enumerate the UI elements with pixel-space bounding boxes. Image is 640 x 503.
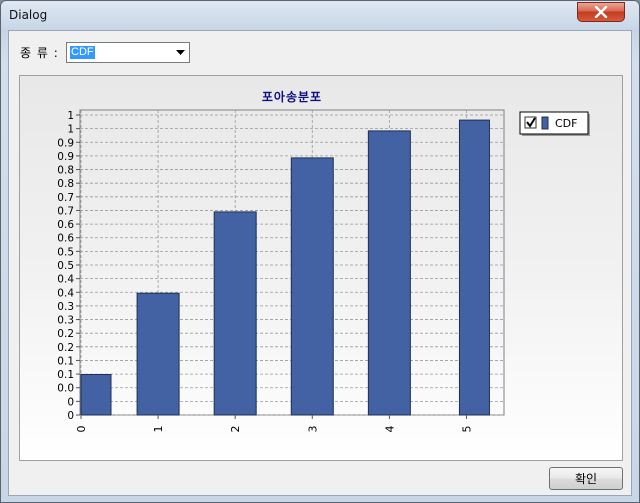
x-tick-label: 2 xyxy=(229,426,242,433)
y-tick-label: 0 xyxy=(67,396,74,408)
dialog-client-area: 종 류 : CDF 포아송분포 0 0 0.0 0.1 0.1 0.2 0.2 0.3 0.3 0.… xyxy=(8,30,632,496)
x-tick-label: 3 xyxy=(306,426,319,433)
close-icon xyxy=(594,6,608,18)
close-button[interactable] xyxy=(577,2,625,22)
y-tick-label: 0.3 xyxy=(57,315,74,327)
chart-panel: 포아송분포 0 0 0.0 0.1 0.1 0.2 0.2 0.3 0.3 0.4 0.4 0.5 0.5… xyxy=(19,75,623,461)
y-tick-label: 0.1 xyxy=(57,369,74,381)
bar-5 xyxy=(458,119,490,416)
y-tick-label: 0.5 xyxy=(57,260,74,272)
type-label: 종 류 : xyxy=(20,46,59,60)
ok-button[interactable]: 확인 xyxy=(549,467,623,490)
x-tick-label: 4 xyxy=(383,426,396,433)
legend-swatch xyxy=(541,116,549,130)
bar-4 xyxy=(367,130,411,416)
y-tick-label: 0.8 xyxy=(57,178,74,190)
y-tick-label: 0.5 xyxy=(57,246,74,258)
x-tick-label: 1 xyxy=(152,426,165,433)
y-tick-label: 0 xyxy=(67,410,74,422)
y-tick-label: 1 xyxy=(67,124,74,136)
x-tick-label: 5 xyxy=(460,426,473,433)
y-tick-label: 0.2 xyxy=(57,342,74,354)
title-bar[interactable]: Dialog xyxy=(1,1,639,31)
type-select[interactable]: CDF xyxy=(66,42,190,63)
y-tick-label: 0.4 xyxy=(57,287,74,299)
bar-3 xyxy=(290,157,334,416)
y-tick-label: 0.7 xyxy=(57,192,74,204)
y-tick-label: 0.3 xyxy=(57,301,74,313)
legend-label: CDF xyxy=(555,117,577,130)
check-icon xyxy=(526,117,536,128)
x-tick-label: 0 xyxy=(75,426,88,433)
legend-box xyxy=(519,111,589,135)
chevron-down-icon[interactable] xyxy=(173,44,188,61)
y-tick-label: 0.0 xyxy=(57,383,74,395)
poisson-chart: 포아송분포000.00.10.10.20.20.30.30.40.40.50.5… xyxy=(57,89,590,433)
y-tick-label: 0.6 xyxy=(57,233,74,245)
y-tick-label: 0.9 xyxy=(57,151,74,163)
type-select-value: CDF xyxy=(70,46,95,59)
window-title: Dialog xyxy=(9,8,48,22)
y-tick-label: 0.4 xyxy=(57,274,74,286)
y-tick-label: 0.6 xyxy=(57,219,74,231)
bar-0 xyxy=(80,374,112,416)
bar-1 xyxy=(136,292,180,416)
y-tick-label: 0.2 xyxy=(57,328,74,340)
y-tick-label: 0.7 xyxy=(57,205,74,217)
chart-title: 포아송분포 xyxy=(262,89,322,104)
legend-checkbox xyxy=(524,116,537,129)
bar-2 xyxy=(213,211,257,416)
ok-button-label: 확인 xyxy=(574,472,598,486)
y-tick-label: 0.9 xyxy=(57,137,74,149)
y-tick-label: 0.1 xyxy=(57,355,74,367)
y-tick-label: 1 xyxy=(67,110,74,122)
y-tick-label: 0.8 xyxy=(57,165,74,177)
